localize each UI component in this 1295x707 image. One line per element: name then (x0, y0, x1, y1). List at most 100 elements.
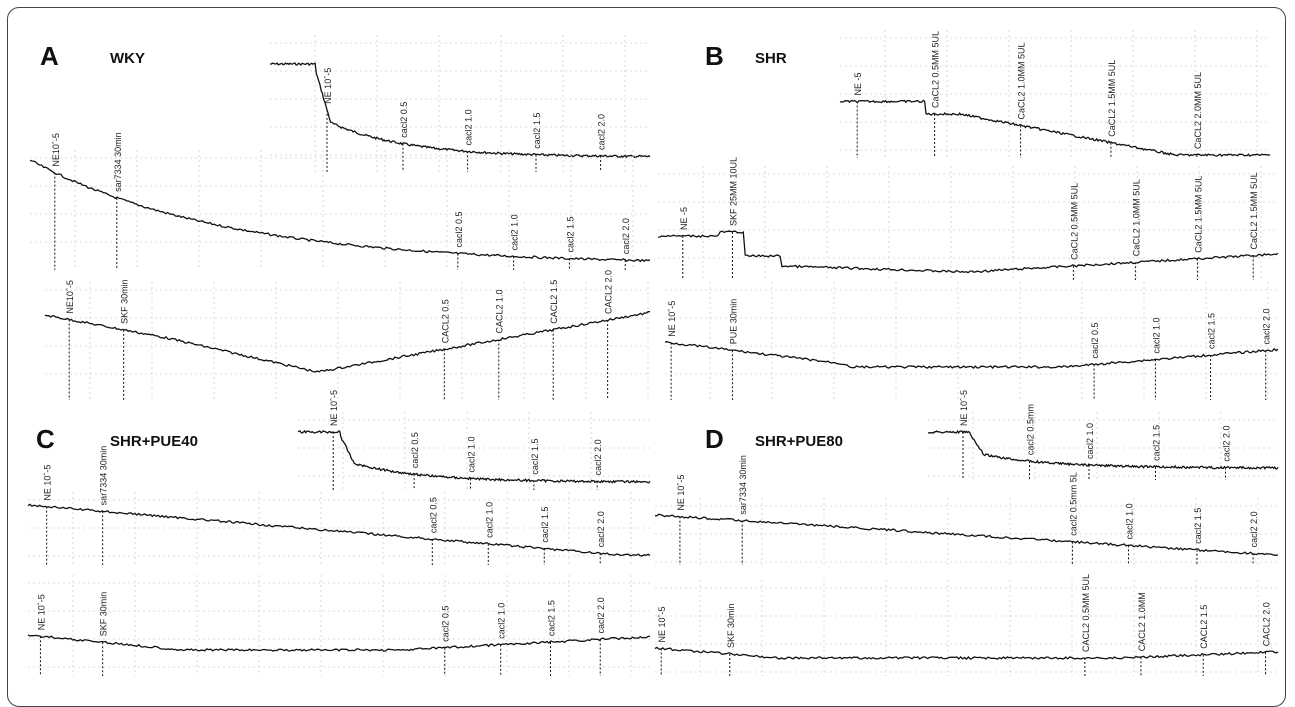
marker-label: cacl2 2.0 (596, 511, 606, 547)
marker-label: SKF 25MM 10UL (728, 157, 738, 226)
trace-1: NE 10ˆ-5 cacl2 0.5 cacl2 1.0 cacl2 1.5 cacl2… (297, 390, 651, 490)
marker-label: NE 10ˆ-5 (43, 465, 53, 501)
trace-2: NE 10ˆ-5 sar7334 30min cacl2 0.5 cacl2 1.0 c… (27, 446, 651, 565)
panel-c: C SHR+PUE40 NE 10ˆ-5 cacl2 0.5 cacl2 1.0 cacl… (27, 390, 651, 676)
marker-label: CACL2 1.0MM (1137, 592, 1147, 651)
tension-trace (29, 159, 651, 263)
trace-1: NE -5 CaCL2 0.5MM 5UL CaCL2 1.0MM 5UL CaCL2… (839, 30, 1271, 158)
marker-label: NE 10ˆ-5 (657, 606, 667, 642)
marker-label: CaCL2 0.5MM 5UL (931, 31, 941, 108)
marker-label: NE10ˆ-5 (51, 133, 61, 167)
trace-1: NE 10ˆ-5 cacl2 0.5 cacl2 1.0 cacl2 1.5 cacl2… (269, 35, 651, 172)
marker-label: cacl2 0.5 (399, 102, 409, 138)
marker-label: cacl2 1.0 (1124, 503, 1134, 539)
panel-letter: D (705, 424, 724, 454)
tension-trace (44, 311, 650, 373)
panel-letter: C (36, 424, 55, 454)
panel-d: D SHR+PUE80 NE 10ˆ-5 cacl2 0.5mm cacl2 1.0 ca… (654, 390, 1279, 676)
panel-group-label: WKY (110, 50, 145, 67)
marker-label: cacl2 0.5 (1090, 322, 1100, 358)
panel-group-label: SHR+PUE40 (110, 433, 198, 450)
marker-label: cacl2 1.5 (540, 507, 550, 543)
marker-label: sar7334 30min (113, 132, 123, 192)
marker-label: NE -5 (679, 207, 689, 230)
trace-3: NE 10ˆ-5 PUE 30min cacl2 0.5 cacl2 1.0 cacl2… (664, 282, 1279, 400)
marker-label: cacl2 2.0 (597, 114, 607, 150)
marker-label: cacl2 1.0 (497, 603, 507, 639)
marker-label: CaCL2 1.0MM 5UL (1017, 42, 1027, 119)
marker-label: cacl2 1.5 (1152, 425, 1162, 461)
trace-1: NE 10ˆ-5 cacl2 0.5mm cacl2 1.0 cacl2 1.5 cac… (927, 390, 1279, 480)
marker-label: CACL2 2.0 (1262, 602, 1272, 646)
marker-label: cacl2 2.0 (1262, 308, 1272, 344)
panel-group-label: SHR (755, 50, 787, 67)
marker-label: CACL2 1.5 (1199, 605, 1209, 649)
marker-label: cacl2 0.5 (454, 211, 464, 247)
marker-label: cacl2 2.0 (596, 597, 606, 633)
marker-label: cacl2 1.5 (565, 216, 575, 252)
tension-traces-figure: A WKY NE 10ˆ-5 cacl2 0.5 cacl2 1.0 cacl2 1.5 c… (27, 30, 1279, 676)
marker-label: cacl2 1.5 (532, 113, 542, 149)
marker-label: CaCL2 0.5MM 5UL (1069, 183, 1079, 260)
marker-label: cacl2 1.0 (464, 109, 474, 145)
marker-label: cacl2 1.0 (1151, 317, 1161, 353)
tension-trace (654, 646, 1279, 660)
marker-label: cacl2 2.0 (621, 218, 631, 254)
marker-label: cacl2 0.5 (441, 606, 451, 642)
tension-trace (839, 99, 1271, 158)
panel-a: A WKY NE 10ˆ-5 cacl2 0.5 cacl2 1.0 cacl2 1.5 c… (29, 35, 651, 400)
panel-group-label: SHR+PUE80 (755, 433, 843, 450)
trace-3: NE 10ˆ-5 SKF 30min CACL2 0.5MM 5UL CACL2 1.… (654, 574, 1279, 676)
trace-2: NE10ˆ-5 sar7334 30min cacl2 0.5 cacl2 1.0 ca… (29, 132, 651, 270)
tension-trace (269, 62, 651, 159)
marker-label: CACL2 0.5MM 5UL (1081, 574, 1091, 652)
marker-label: NE -5 (853, 72, 863, 95)
trace-3: NE10ˆ-5 SKF 30min CACL2 0.5 CACL2 1.0 CACL2 … (44, 270, 650, 400)
marker-label: cacl2 1.0 (484, 502, 494, 538)
marker-label: NE 10ˆ-5 (323, 68, 333, 104)
marker-label: NE 10ˆ-5 (667, 301, 677, 337)
marker-label: CACL2 1.5 (549, 280, 559, 324)
marker-label: NE 10ˆ-5 (676, 475, 686, 511)
marker-label: cacl2 2.0 (1249, 511, 1259, 547)
marker-label: cacl2 1.5 (1193, 508, 1203, 544)
marker-label: PUE 30min (728, 299, 738, 345)
tension-trace (27, 503, 651, 557)
marker-label: cacl2 0.5mm 5L (1068, 472, 1078, 536)
marker-label: SKF 30min (726, 603, 736, 648)
marker-label: CaCL2 1.0MM 5UL (1131, 179, 1141, 256)
marker-label: CaCL2 1.5MM 5UL (1107, 60, 1117, 137)
marker-label: cacl2 1.0 (466, 436, 476, 472)
trace-2: NE -5 SKF 25MM 10UL CaCL2 0.5MM 5UL CaCL2 1… (657, 157, 1279, 280)
marker-label: CACL2 2.0 (604, 270, 614, 314)
marker-label: cacl2 1.0 (1085, 423, 1095, 459)
marker-label: CaCL2 1.5MM 5UL (1193, 176, 1203, 253)
trace-3: NE 10ˆ-5 SKF 30min cacl2 0.5 cacl2 1.0 cacl2… (27, 575, 651, 676)
tension-trace (657, 230, 1279, 274)
marker-label: CACL2 0.5 (440, 299, 450, 343)
marker-label: NE10ˆ-5 (65, 280, 75, 314)
marker-label: cacl2 1.5 (546, 600, 556, 636)
marker-label: NE 10ˆ-5 (959, 390, 969, 426)
marker-label: CACL2 1.0 (495, 289, 505, 333)
panel-letter: B (705, 41, 724, 71)
panel-letter: A (40, 41, 59, 71)
marker-label: cacl2 1.5 (1207, 313, 1217, 349)
tension-trace (27, 634, 651, 652)
tension-trace (297, 429, 651, 484)
marker-label: CaCL2 2.0MM 5UL (1193, 72, 1203, 149)
marker-label: NE 10ˆ-5 (36, 594, 46, 630)
marker-label: CaCL2 1.5MM 5UL (1249, 172, 1259, 249)
tension-trace (927, 429, 1279, 470)
tension-trace (664, 341, 1279, 370)
marker-label: SKF 30min (99, 592, 109, 637)
marker-label: NE 10ˆ-5 (329, 390, 339, 426)
marker-label: cacl2 0.5 (428, 497, 438, 533)
marker-label: cacl2 1.0 (510, 214, 520, 250)
marker-label: cacl2 2.0 (593, 439, 603, 475)
marker-label: sar7334 30min (99, 446, 109, 506)
marker-label: sar7334 30min (738, 455, 748, 515)
marker-label: SKF 30min (120, 279, 130, 324)
marker-label: cacl2 1.5 (530, 439, 540, 475)
tension-trace (654, 513, 1279, 556)
